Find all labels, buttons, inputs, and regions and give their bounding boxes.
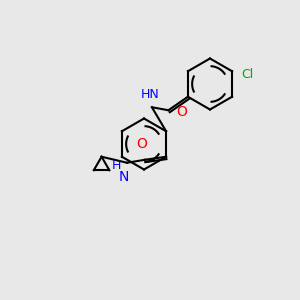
Text: H: H (112, 159, 121, 172)
Text: O: O (136, 137, 148, 151)
Text: N: N (119, 170, 129, 184)
Text: HN: HN (141, 88, 160, 101)
Text: O: O (176, 105, 187, 119)
Text: Cl: Cl (241, 68, 253, 81)
